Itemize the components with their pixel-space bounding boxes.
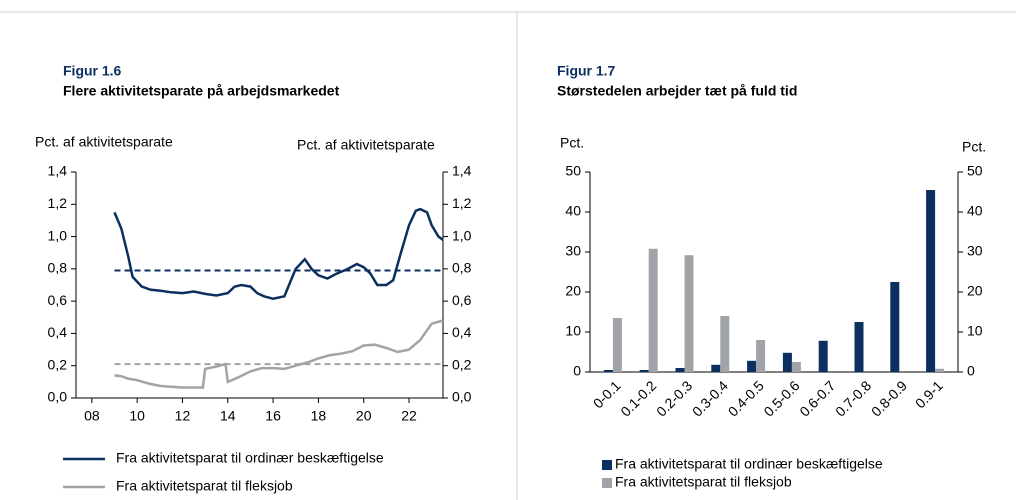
y-tick-label: 0,6: [48, 292, 68, 308]
y-tick-label: 0,8: [48, 260, 68, 276]
y2-tick-label: 50: [967, 163, 983, 179]
y-tick-label: 50: [565, 163, 581, 179]
bar: [791, 362, 801, 372]
series-line: [113, 207, 444, 300]
bar: [747, 360, 757, 372]
bar: [639, 370, 649, 372]
x-tick-label: 16: [265, 408, 281, 424]
figure-label: Figur 1.7: [557, 63, 616, 79]
x-tick-label: 0.1-0.2: [617, 377, 659, 419]
y2-tick-label: 0,2: [452, 356, 472, 372]
bar: [675, 368, 685, 372]
y-tick-label: 1,4: [48, 163, 68, 179]
bar: [603, 370, 613, 372]
y-tick-label: 0: [573, 363, 581, 379]
y2-tick-label: 20: [967, 283, 983, 299]
legend-label: Fra aktivitetsparat til fleksjob: [615, 474, 792, 490]
bar: [890, 282, 900, 372]
bar: [926, 190, 936, 372]
x-tick-label: 20: [356, 408, 372, 424]
x-tick-label: 0.8-0.9: [868, 377, 910, 419]
legend-label: Fra aktivitetsparat til ordinær beskæfti…: [116, 450, 384, 466]
y2-tick-label: 1,2: [452, 195, 472, 211]
y2-tick-label: 10: [967, 323, 983, 339]
x-tick-label: 0.4-0.5: [725, 377, 767, 419]
legend-label: Fra aktivitetsparat til fleksjob: [116, 478, 293, 494]
y2-tick-label: 40: [967, 203, 983, 219]
chart-title: Størstedelen arbejder tæt på fuld tid: [557, 83, 797, 99]
y2-tick-label: 0,0: [452, 389, 472, 405]
x-tick-label: 0.3-0.4: [689, 377, 731, 419]
y-tick-label: 1,2: [48, 195, 68, 211]
y-tick-label: 1,0: [48, 227, 68, 243]
x-tick-label: 18: [311, 408, 327, 424]
bar: [854, 322, 864, 372]
x-tick-label: 0.9-1: [912, 377, 946, 411]
x-tick-label: 10: [129, 408, 145, 424]
x-tick-label: 0.6-0.7: [796, 377, 838, 419]
y2-axis-label: Pct.: [962, 139, 986, 155]
series-line: [114, 319, 444, 389]
y-tick-label: 0,4: [48, 324, 68, 340]
bar: [711, 364, 721, 372]
y-tick-label: 30: [565, 243, 581, 259]
legend-swatch: [602, 478, 612, 488]
bar: [648, 248, 658, 372]
y2-tick-label: 1,0: [452, 227, 472, 243]
y2-tick-label: 0,4: [452, 324, 472, 340]
y2-tick-label: 0,6: [452, 292, 472, 308]
x-tick-label: 08: [84, 408, 100, 424]
bar: [612, 318, 622, 372]
x-tick-label: 0.7-0.8: [832, 377, 874, 419]
y2-tick-label: 30: [967, 243, 983, 259]
y-tick-label: 0,0: [48, 389, 68, 405]
x-tick-label: 14: [220, 408, 236, 424]
bar: [782, 352, 792, 372]
y2-tick-label: 0: [967, 363, 975, 379]
x-tick-label: 0.5-0.6: [761, 377, 803, 419]
y-tick-label: 0,2: [48, 356, 68, 372]
legend-swatch: [602, 460, 612, 470]
x-tick-label: 12: [175, 408, 191, 424]
y-tick-label: 10: [565, 323, 581, 339]
chart-title: Flere aktivitetsparate på arbejdsmarkede…: [63, 83, 340, 99]
bar: [684, 255, 694, 372]
y-tick-label: 20: [565, 283, 581, 299]
bar: [720, 316, 730, 372]
y2-tick-label: 1,4: [452, 163, 472, 179]
y-tick-label: 40: [565, 203, 581, 219]
legend-label: Fra aktivitetsparat til ordinær beskæfti…: [615, 456, 883, 472]
y2-tick-label: 0,8: [452, 260, 472, 276]
bar: [756, 340, 766, 372]
bar: [935, 368, 945, 372]
figure-label: Figur 1.6: [63, 63, 122, 79]
y-axis-label: Pct. af aktivitetsparate: [35, 134, 173, 150]
y2-axis-label: Pct. af aktivitetsparate: [297, 137, 435, 153]
x-tick-label: 22: [401, 408, 417, 424]
bar: [818, 340, 828, 372]
y-axis-label: Pct.: [560, 135, 584, 151]
x-tick-label: 0.2-0.3: [653, 377, 695, 419]
